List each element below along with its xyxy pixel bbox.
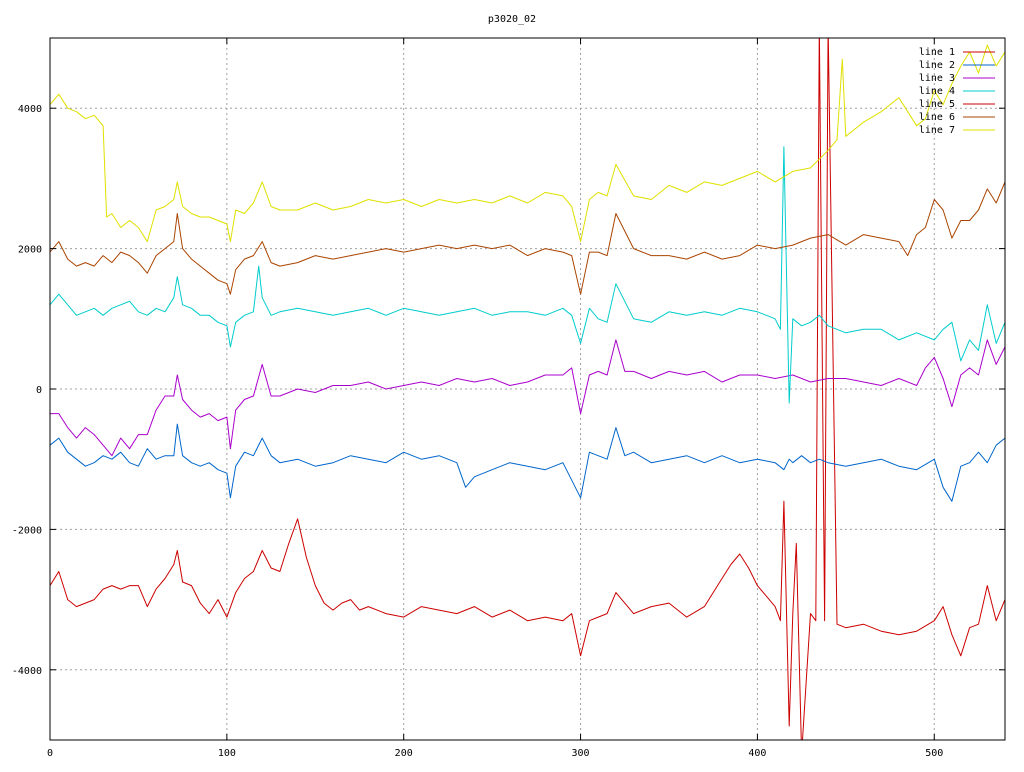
y-tick-label: 2000 (18, 245, 42, 256)
x-tick-label: 100 (218, 748, 236, 759)
y-tick-label: -2000 (12, 525, 42, 536)
series-line-6 (50, 181, 1005, 295)
grid (50, 38, 1005, 740)
legend-label-3: line 3 (919, 73, 955, 84)
x-tick-label: 0 (47, 748, 53, 759)
y-tick-label: 4000 (18, 104, 42, 115)
y-tick-label: -4000 (12, 666, 42, 677)
x-tick-label: 400 (748, 748, 766, 759)
series-line-3 (50, 339, 1005, 457)
series-line-1 (50, 38, 1005, 740)
series-line-2 (50, 423, 1005, 502)
legend-label-5: line 5 (919, 99, 955, 110)
y-tick-label: 0 (36, 385, 42, 396)
series-line-7 (50, 44, 1005, 243)
series-layer (50, 38, 1005, 740)
x-tick-label: 500 (925, 748, 943, 759)
legend: line 1 line 2 line 3 line 4 line 5 line 6 line… (919, 47, 995, 136)
legend-label-6: line 6 (919, 112, 955, 123)
legend-label-2: line 2 (919, 60, 955, 71)
legend-label-1: line 1 (919, 47, 955, 58)
chart-title: p3020_02 (488, 14, 536, 25)
axes: 0 100 200 300 400 500 -4000 -2000 0 2000 4000 (12, 38, 1005, 759)
series-line-4 (50, 146, 1005, 404)
x-tick-label: 200 (395, 748, 413, 759)
x-tick-label: 300 (572, 748, 590, 759)
legend-label-4: line 4 (919, 86, 955, 97)
legend-label-7: line 7 (919, 125, 955, 136)
